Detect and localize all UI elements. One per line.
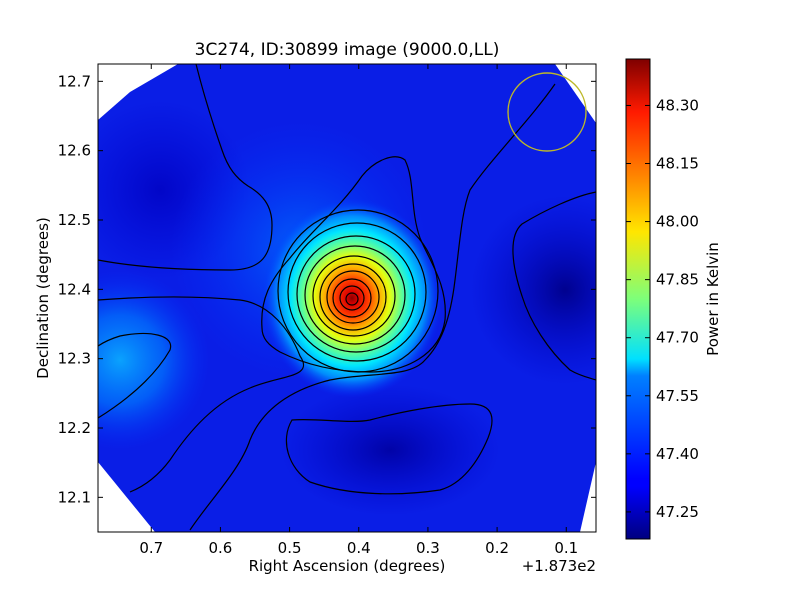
x-offset-label: +1.873e2: [522, 557, 596, 575]
colorbar: 48.30 48.15 48.00 47.85 47.70 47.55 47.40 47.25…: [625, 58, 722, 540]
y-tick-label: 12.1: [58, 488, 91, 506]
chart-title: 3C274, ID:30899 image (9000.0,LL): [195, 40, 500, 60]
x-axis: 0.7 0.6 0.5 0.4 0.3 0.2 0.1: [139, 64, 578, 557]
contour-line: [189, 83, 556, 531]
contour-line: [97, 333, 172, 419]
colorbar-tick-label: 47.40: [656, 445, 699, 463]
x-tick-label: 0.5: [278, 539, 302, 557]
plot-frame: [97, 63, 597, 533]
contour-line: [332, 278, 372, 318]
y-axis-label: Declination (degrees): [34, 217, 52, 379]
colorbar-tick-label: 47.85: [656, 271, 699, 289]
y-tick-label: 12.2: [58, 419, 91, 437]
y-tick-label: 12.6: [58, 142, 91, 160]
contour-line: [261, 156, 446, 373]
y-tick-label: 12.4: [58, 280, 91, 298]
contour-line: [304, 245, 406, 345]
contour-line: [287, 222, 427, 362]
contour-line: [345, 292, 359, 306]
contour-line: [97, 63, 273, 271]
intensity-image: [98, 64, 596, 532]
y-axis: 12.1 12.2 12.3 12.4 12.5 12.6 12.7: [58, 72, 596, 506]
colorbar-tick-label: 48.15: [656, 155, 699, 173]
colorbar-tick-label: 48.30: [656, 96, 699, 114]
x-tick-label: 0.1: [554, 539, 578, 557]
contour-line: [296, 235, 416, 353]
x-tick-label: 0.6: [208, 539, 232, 557]
x-tick-label: 0.3: [416, 539, 440, 557]
x-axis-label: Right Ascension (degrees): [249, 557, 446, 575]
x-tick-label: 0.2: [485, 539, 509, 557]
colorbar-tick-label: 47.70: [656, 329, 699, 347]
contour-line: [326, 270, 380, 324]
colorbar-tick-label: 48.00: [656, 213, 699, 231]
colorbar-tick-label: 47.25: [656, 503, 699, 521]
contour-line: [312, 255, 396, 337]
y-tick-label: 12.5: [58, 211, 91, 229]
contour-line: [97, 296, 305, 493]
contour-line: [277, 209, 439, 373]
colorbar-tick-label: 47.55: [656, 387, 699, 405]
contour-lines: [97, 63, 597, 531]
colorbar-label: Power in Kelvin: [704, 242, 722, 356]
contour-line: [285, 403, 493, 495]
x-tick-label: 0.7: [139, 539, 163, 557]
beam-circle: [507, 72, 587, 152]
contour-line: [319, 263, 387, 331]
colorbar-ticks: 48.30 48.15 48.00 47.85 47.70 47.55 47.40 47.25: [626, 96, 699, 521]
y-tick-label: 12.3: [58, 350, 91, 368]
peak-contours: [277, 209, 439, 373]
contour-line: [339, 285, 365, 311]
y-tick-label: 12.7: [58, 72, 91, 90]
x-tick-label: 0.4: [347, 539, 371, 557]
colorbar-gradient: [625, 58, 651, 540]
contour-line: [512, 191, 597, 381]
